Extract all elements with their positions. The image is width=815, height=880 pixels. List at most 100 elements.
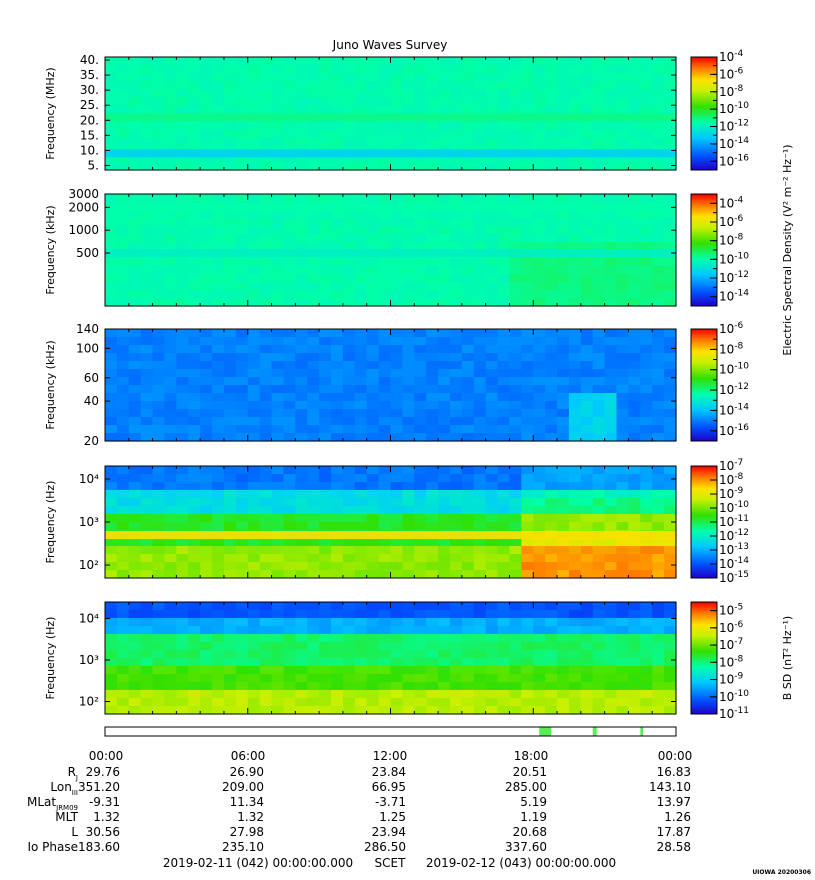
spectrogram-cell bbox=[235, 345, 249, 354]
spectrogram-cell bbox=[331, 97, 344, 107]
spectrogram-cell bbox=[616, 258, 630, 267]
spectrogram-cell bbox=[319, 425, 332, 434]
spectrogram-cell bbox=[545, 65, 558, 74]
spectrogram-cell bbox=[509, 369, 522, 378]
spectrogram-cell bbox=[164, 658, 177, 667]
spectrogram-cell bbox=[640, 81, 653, 90]
spectrogram-cell bbox=[628, 137, 641, 147]
spectrogram-cell bbox=[664, 626, 677, 635]
spectrogram-cell bbox=[652, 562, 665, 571]
spectrogram-cell bbox=[283, 290, 296, 299]
spectrogram-cell bbox=[342, 121, 356, 131]
spectrogram-cell bbox=[295, 137, 308, 147]
spectrogram-cell bbox=[128, 65, 142, 74]
spectrogram-cell bbox=[295, 498, 308, 507]
spectrogram-cell bbox=[116, 602, 130, 611]
spectrogram-cell bbox=[652, 666, 665, 675]
y-tick-label: 30. bbox=[80, 83, 99, 97]
spectrogram-cell bbox=[176, 401, 189, 410]
spectrogram-cell bbox=[509, 610, 522, 619]
spectrogram-cell bbox=[616, 538, 630, 547]
spectrogram-cell bbox=[212, 226, 225, 235]
spectrogram-cell bbox=[223, 417, 237, 426]
spectrogram-cell bbox=[188, 121, 201, 131]
spectrogram-cell bbox=[271, 97, 285, 107]
spectrogram-cell bbox=[568, 65, 582, 74]
spectrogram-cell bbox=[342, 274, 356, 283]
spectrogram-cell bbox=[378, 522, 392, 531]
spectrogram-cell bbox=[116, 425, 130, 434]
spectrogram-cell bbox=[557, 97, 570, 107]
spectrogram-cell bbox=[176, 218, 189, 227]
spectrogram-cell bbox=[342, 602, 356, 611]
spectrogram-cell bbox=[307, 121, 320, 131]
spectrogram-cell bbox=[188, 474, 201, 483]
spectrogram-cell bbox=[319, 466, 332, 475]
spectrogram-cell bbox=[307, 194, 320, 203]
spectrogram-cell bbox=[557, 353, 570, 362]
spectrogram-cell bbox=[461, 266, 475, 275]
spectrogram-cell bbox=[366, 482, 380, 491]
spectrogram-cell bbox=[390, 361, 403, 370]
spectrogram-cell bbox=[307, 369, 320, 378]
spectrogram-cell bbox=[402, 369, 415, 378]
spectrogram-cell bbox=[307, 393, 320, 402]
spectrogram-cell bbox=[509, 242, 522, 251]
spectrogram-cell bbox=[509, 650, 522, 659]
spectrogram-cell bbox=[533, 129, 546, 139]
ephemeris-value: 1.32 bbox=[93, 810, 120, 824]
spectrogram-cell bbox=[664, 337, 677, 346]
spectrogram-cell bbox=[485, 682, 499, 691]
spectrogram-cell bbox=[176, 210, 189, 219]
time-start: 2019-02-11 (042) 00:00:00.000 bbox=[163, 856, 353, 870]
spectrogram-cell bbox=[402, 97, 415, 107]
colorbar-tick-label: 10-6 bbox=[719, 620, 744, 635]
spectrogram-cell bbox=[259, 409, 273, 418]
ephemeris-value: 1.26 bbox=[664, 810, 691, 824]
spectrogram-cell bbox=[283, 137, 296, 147]
spectrogram-cell bbox=[319, 658, 332, 667]
spectrogram-cell bbox=[592, 546, 606, 555]
spectrogram-cell bbox=[295, 634, 308, 643]
spectrogram-cell bbox=[366, 610, 380, 619]
spectrogram-cell bbox=[307, 642, 320, 651]
spectrogram-cell bbox=[628, 642, 641, 651]
spectrogram-cell bbox=[568, 353, 582, 362]
spectrogram-cell bbox=[307, 258, 320, 267]
spectrogram-cell bbox=[188, 490, 201, 499]
spectrogram-cell bbox=[283, 634, 296, 643]
spectrogram-cell bbox=[640, 361, 653, 370]
spectrogram-cell bbox=[545, 698, 558, 707]
colorbar-label: B SD (nT² Hz⁻¹) bbox=[781, 616, 794, 700]
spectrogram-cell bbox=[271, 242, 285, 251]
spectrogram-cell bbox=[188, 666, 201, 675]
spectrogram-cell bbox=[247, 466, 261, 475]
spectrogram-cell bbox=[640, 417, 653, 426]
y-tick-label: 60 bbox=[84, 371, 99, 385]
spectrogram-cell bbox=[414, 337, 427, 346]
spectrogram-cell bbox=[449, 562, 463, 571]
spectrogram-cell bbox=[402, 73, 415, 82]
spectrogram-cell bbox=[592, 242, 606, 251]
spectrogram-cell bbox=[307, 618, 320, 627]
spectrogram-cell bbox=[105, 369, 118, 378]
spectrogram-cell bbox=[164, 153, 177, 163]
spectrogram-cell bbox=[283, 409, 296, 418]
spectrogram-cell bbox=[568, 105, 582, 115]
spectrogram-cell bbox=[604, 218, 618, 227]
spectrogram-cell bbox=[628, 626, 641, 635]
spectrogram-cell bbox=[533, 498, 546, 507]
spectrogram-cell bbox=[533, 393, 546, 402]
colorbar-tick-label: 10-4 bbox=[719, 195, 744, 210]
spectrogram-cell bbox=[212, 698, 225, 707]
spectrogram-cell bbox=[128, 522, 142, 531]
spectrogram-cell bbox=[652, 329, 665, 338]
spectrogram-cell bbox=[140, 634, 154, 643]
spectrogram-cell bbox=[283, 329, 296, 338]
spectrogram-cell bbox=[271, 562, 285, 571]
spectrogram-cell bbox=[164, 89, 177, 98]
ephemeris-value: 23.84 bbox=[372, 765, 406, 779]
spectrogram-cell bbox=[580, 258, 594, 267]
spectrogram-cell bbox=[223, 666, 237, 675]
spectrogram-cell bbox=[105, 706, 118, 715]
